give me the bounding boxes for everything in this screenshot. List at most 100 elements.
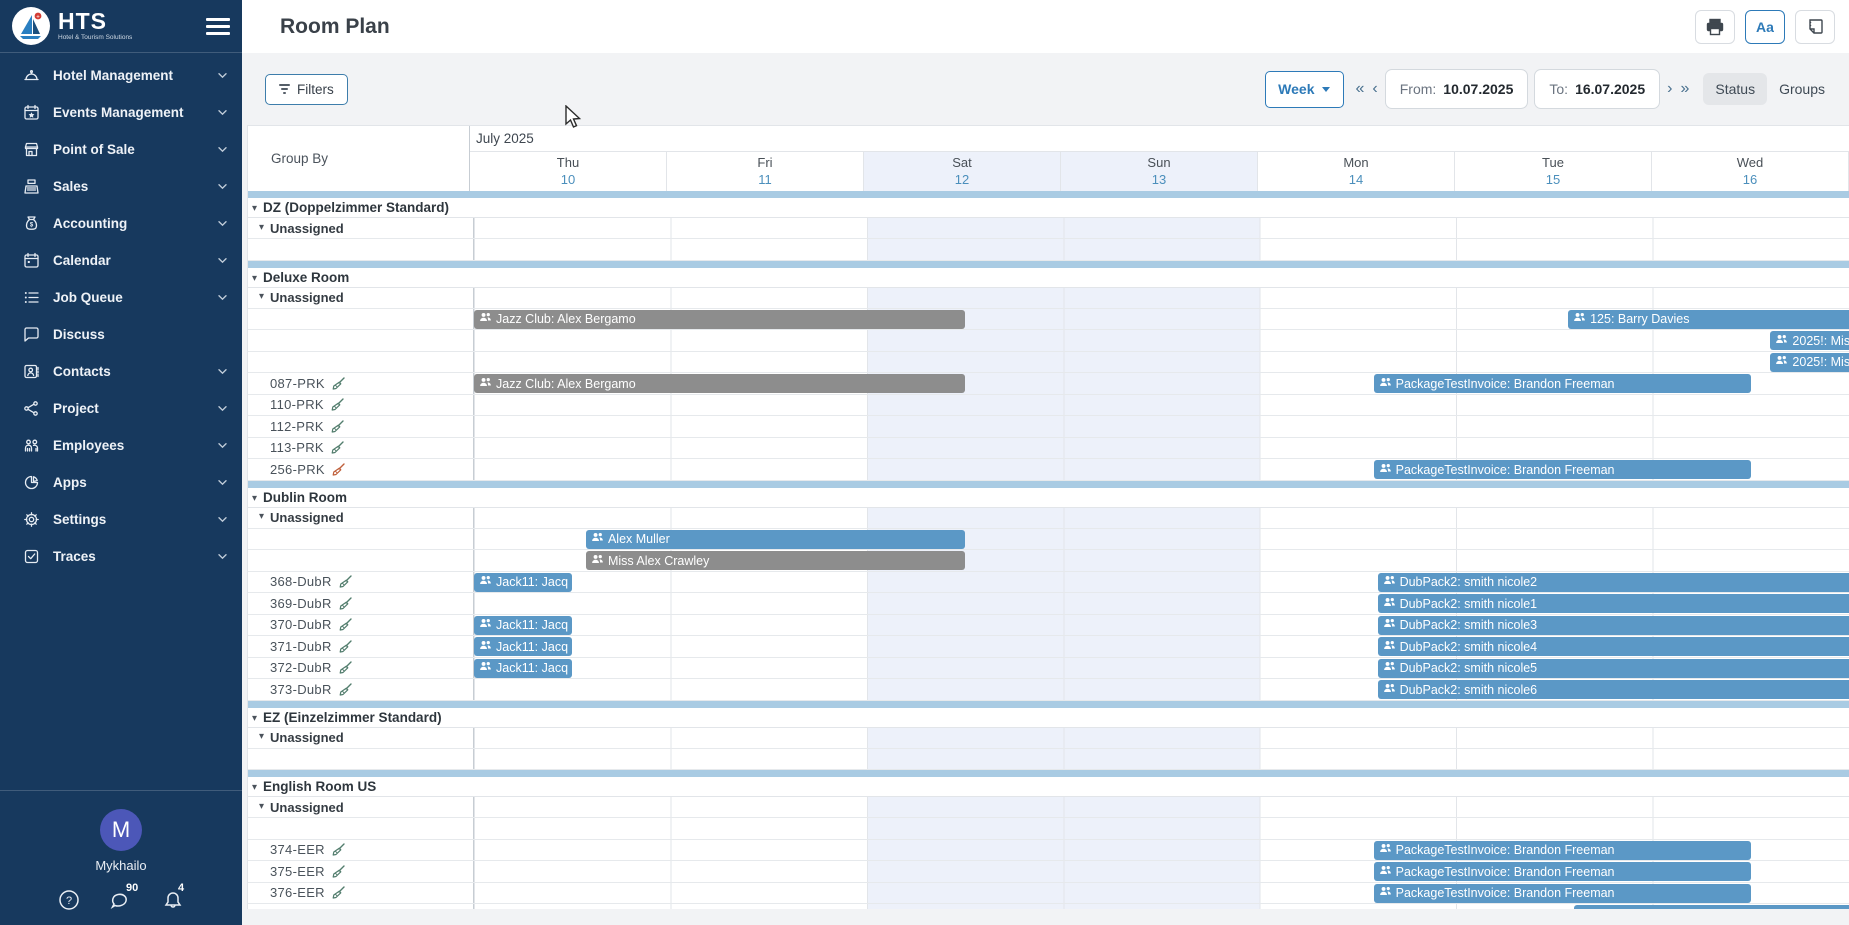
collapse-icon[interactable]: ▾ <box>259 800 265 812</box>
room-label-cell[interactable] <box>248 308 474 329</box>
nav-far-prev-button[interactable]: « <box>1355 80 1365 97</box>
timeline-cell[interactable]: Jazz Club: Alex Bergamo PackageTestInvoic… <box>474 373 1849 394</box>
day-number-link[interactable]: 14 <box>1348 172 1364 187</box>
sidebar-item-events-management[interactable]: Events Management <box>0 94 242 131</box>
group-header-row[interactable]: ▾ Deluxe Room <box>248 267 1849 288</box>
timeline-cell[interactable]: DubPack2: smith nicole6 <box>474 679 1849 700</box>
booking-bar[interactable]: PackageTestInvoice: Brandon Freeman <box>1373 374 1751 393</box>
timeline-cell[interactable]: PackageTestInvoice: Brandon Freeman <box>474 459 1849 480</box>
booking-bar[interactable]: Jack11: Jacq <box>474 637 573 656</box>
filters-button[interactable]: Filters <box>265 73 348 105</box>
room-label-cell[interactable]: 110-PRK <box>248 394 474 415</box>
timeline-cell[interactable] <box>474 239 1849 260</box>
room-label-cell[interactable] <box>248 818 474 839</box>
booking-bar[interactable]: Jack11: Jacq <box>474 658 573 678</box>
booking-bar[interactable]: PackageTestInvoice: Brandon Freeman <box>1373 883 1751 903</box>
collapse-icon[interactable]: ▾ <box>259 511 265 522</box>
sidebar-item-sales[interactable]: Sales <box>0 168 242 205</box>
group-header-row[interactable]: ▾ EZ (Einzelzimmer Standard) <box>248 707 1849 728</box>
room-label-cell[interactable] <box>248 528 474 549</box>
font-size-button[interactable]: Aa <box>1745 9 1785 44</box>
room-label-cell[interactable]: 374-EER <box>248 839 474 860</box>
room-label-cell[interactable] <box>248 550 474 571</box>
nav-prev-button[interactable]: ‹ <box>1372 80 1378 97</box>
menu-toggle-icon[interactable] <box>206 14 230 39</box>
timeline-cell[interactable] <box>474 818 1849 839</box>
sidebar-item-calendar[interactable]: Calendar <box>0 242 242 279</box>
room-label-cell[interactable]: 256-PRK <box>248 459 474 480</box>
timeline-cell[interactable] <box>474 437 1849 458</box>
subgroup-label-cell[interactable]: ▾ Unassigned <box>248 218 474 238</box>
booking-bar[interactable]: DubPack2: smith nicole6 <box>1377 680 1849 699</box>
sidebar-item-hotel-management[interactable]: Hotel Management <box>0 57 242 94</box>
notifications-bell-icon[interactable]: 4 <box>162 882 184 911</box>
booking-bar[interactable]: 2025!: Mis <box>1770 331 1849 350</box>
timeline-cell[interactable] <box>474 507 1849 528</box>
app-logo[interactable]: + HTS Hotel & Tourism Solutions <box>0 0 242 53</box>
group-header-row[interactable]: ▾ English Room US <box>248 777 1849 797</box>
room-label-cell[interactable]: 368-DubR <box>248 571 474 592</box>
subgroup-label-cell[interactable]: ▾ Unassigned <box>248 287 474 308</box>
room-label-cell[interactable]: 113-PRK <box>248 437 474 458</box>
subgroup-label-cell[interactable]: ▾ Unassigned <box>248 727 474 748</box>
subgroup-label-cell[interactable]: ▾ Unassigned <box>248 797 474 817</box>
room-label-cell[interactable]: 370-DubR <box>248 614 474 635</box>
date-to-field[interactable]: To: 16.07.2025 <box>1534 69 1661 109</box>
timeline-cell[interactable]: Jack11: Jacq DubPack2: smith nicole4 <box>474 636 1849 657</box>
day-number-link[interactable]: 12 <box>954 172 970 187</box>
timeline-cell[interactable] <box>474 727 1849 748</box>
timeline-cell[interactable]: Jack11: Jacq DubPack2: smith nicole2 <box>474 571 1849 592</box>
timeline-cell[interactable]: PackageTestInvoice: Brandon Freeman <box>474 882 1849 903</box>
subgroup-label-cell[interactable]: ▾ Unassigned <box>248 507 474 528</box>
day-number-link[interactable]: 11 <box>758 172 772 187</box>
timeline-cell[interactable]: Jack11: Jacq DubPack2: smith nicole3 <box>474 614 1849 635</box>
sidebar-item-contacts[interactable]: Contacts <box>0 353 242 390</box>
group-by-header[interactable]: Group By <box>248 126 470 191</box>
collapse-icon[interactable]: ▾ <box>259 291 265 302</box>
booking-bar[interactable]: Miss Alex Crawley <box>585 551 966 570</box>
timeline-cell[interactable] <box>474 287 1849 308</box>
booking-bar[interactable]: 2025!: Mis <box>1770 352 1849 372</box>
timeline-cell[interactable] <box>474 218 1849 238</box>
booking-bar[interactable]: Jazz Club: Alex Bergamo <box>474 374 966 393</box>
booking-bar[interactable]: Jack11: Jacq <box>474 615 573 635</box>
room-label-cell[interactable] <box>248 748 474 769</box>
groups-toggle[interactable]: Groups <box>1779 81 1825 97</box>
timeline-cell[interactable] <box>474 797 1849 817</box>
booking-bar[interactable]: Alex Muller <box>585 529 966 549</box>
group-header-row[interactable]: ▾ Dublin Room <box>248 487 1849 508</box>
timeline-cell[interactable]: PackageTestInvoice: Brandon Freeman <box>474 839 1849 860</box>
room-label-cell[interactable]: 375-EER <box>248 861 474 882</box>
timeline-cell[interactable]: PackageTestInvoice: Brandon Freeman <box>474 861 1849 882</box>
timeline-cell[interactable] <box>474 394 1849 415</box>
room-label-cell[interactable]: 087-PRK <box>248 373 474 394</box>
day-number-link[interactable]: 15 <box>1545 172 1561 187</box>
range-select[interactable]: Week <box>1265 70 1344 108</box>
timeline-cell[interactable] <box>474 904 1849 909</box>
room-label-cell[interactable]: 376-EER <box>248 882 474 903</box>
timeline-cell[interactable] <box>474 416 1849 437</box>
room-label-cell[interactable]: 112-PRK <box>248 416 474 437</box>
nav-next-button[interactable]: › <box>1667 80 1673 97</box>
booking-bar[interactable]: DubPack2: smith nicole5 <box>1377 658 1849 678</box>
timeline-cell[interactable]: Miss Alex Crawley <box>474 550 1849 571</box>
collapse-icon[interactable]: ▾ <box>252 492 258 504</box>
sidebar-item-accounting[interactable]: $ Accounting <box>0 205 242 242</box>
booking-bar[interactable] <box>1574 905 1849 909</box>
booking-bar[interactable]: DubPack2: smith nicole1 <box>1377 594 1849 613</box>
room-label-cell[interactable] <box>248 239 474 260</box>
room-label-cell[interactable]: 372-DubR <box>248 657 474 678</box>
booking-bar[interactable]: DubPack2: smith nicole2 <box>1377 572 1849 592</box>
booking-bar[interactable]: Jack11: Jacq <box>474 572 573 592</box>
group-header-row[interactable]: ▾ DZ (Doppelzimmer Standard) <box>248 198 1849 218</box>
day-number-link[interactable]: 16 <box>1742 172 1758 187</box>
booking-bar[interactable]: DubPack2: smith nicole3 <box>1377 615 1849 635</box>
booking-bar[interactable]: PackageTestInvoice: Brandon Freeman <box>1373 840 1751 860</box>
booking-bar[interactable]: PackageTestInvoice: Brandon Freeman <box>1373 862 1751 881</box>
booking-bar[interactable]: Jazz Club: Alex Bergamo <box>474 309 966 329</box>
status-toggle[interactable]: Status <box>1703 73 1768 105</box>
date-from-field[interactable]: From: 10.07.2025 <box>1384 69 1529 109</box>
room-label-cell[interactable]: 373-DubR <box>248 679 474 700</box>
timeline-cell[interactable]: 2025!: Mis <box>474 330 1849 351</box>
booking-bar[interactable]: PackageTestInvoice: Brandon Freeman <box>1373 460 1751 479</box>
